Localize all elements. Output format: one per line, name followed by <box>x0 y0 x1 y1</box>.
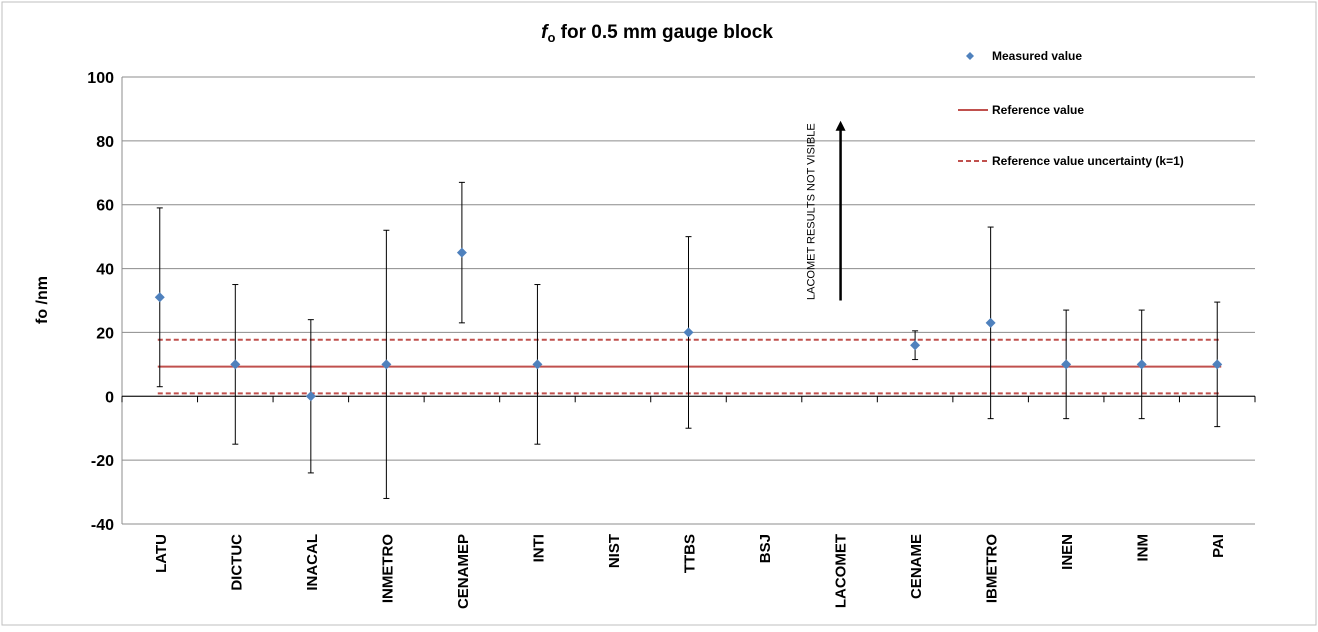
x-tick-label-latu: LATU <box>153 534 170 573</box>
x-tick-label-dictuc: DICTUC <box>228 534 245 591</box>
y-tick-label: 0 <box>105 389 114 406</box>
annotation-text: LACOMET RESULTS NOT VISIBLE <box>806 123 818 300</box>
legend-label-reference: Reference value <box>992 103 1084 117</box>
data-point-pai <box>1212 359 1223 370</box>
annotation: LACOMET RESULTS NOT VISIBLE <box>806 120 846 301</box>
y-tick-label: -20 <box>91 453 114 470</box>
x-tick-label-inmetro: INMETRO <box>379 534 396 603</box>
data-point-inen <box>1061 359 1072 370</box>
data-point-cenamep <box>456 247 467 258</box>
data-point-ttbs <box>683 327 694 338</box>
x-tick-label-inacal: INACAL <box>304 534 321 591</box>
legend: Measured value Reference value Reference… <box>958 49 1184 168</box>
y-tick-label: -40 <box>91 517 114 534</box>
x-tick-label-inti: INTI <box>530 534 547 562</box>
data-point-ibmetro <box>985 317 996 328</box>
data-point-inm <box>1136 359 1147 370</box>
data-points <box>154 247 1223 402</box>
y-tick-label: 40 <box>96 262 114 279</box>
y-tick-label: 60 <box>96 198 114 215</box>
x-tick-label-lacomet: LACOMET <box>833 534 850 608</box>
x-tick-labels: LATU DICTUC INACAL INMETRO CENAMEP INTI NIST TT… <box>153 534 1227 609</box>
y-tick-label: 100 <box>87 70 114 87</box>
legend-label-measured: Measured value <box>992 49 1082 63</box>
x-tick-label-cenamep: CENAMEP <box>455 534 472 609</box>
data-point-inti <box>532 359 543 370</box>
chart-title-rest: for 0.5 mm gauge block <box>555 22 773 43</box>
chart-title-italic: f <box>541 22 549 43</box>
data-point-inacal <box>305 391 316 402</box>
legend-marker-measured <box>966 52 974 60</box>
y-axis-label: fo /nm <box>34 276 51 324</box>
data-point-dictuc <box>230 359 241 370</box>
x-tick-label-nist: NIST <box>606 534 623 568</box>
x-tick-label-inen: INEN <box>1059 534 1076 570</box>
y-tick-labels: -40 -20 0 20 40 60 80 100 <box>87 70 114 534</box>
x-tick-label-cename: CENAME <box>908 534 925 599</box>
x-tick-label-ibmetro: IBMETRO <box>984 534 1001 603</box>
chart-title: fo for 0.5 mm gauge block <box>541 22 773 45</box>
x-tick-label-ttbs: TTBS <box>682 534 699 573</box>
chart-title-subscript: o <box>547 30 555 45</box>
y-tick-label: 20 <box>96 325 114 342</box>
x-tick-label-inm: INM <box>1135 534 1152 562</box>
annotation-arrow-head <box>835 120 846 131</box>
data-point-latu <box>154 292 165 303</box>
legend-label-uncertainty: Reference value uncertainty (k=1) <box>992 154 1184 168</box>
reference-lines <box>157 338 1222 395</box>
x-tick-label-bsj: BSJ <box>757 534 774 563</box>
data-point-cename <box>910 340 921 351</box>
y-tick-label: 80 <box>96 134 114 151</box>
data-point-inmetro <box>381 359 392 370</box>
x-tick-label-pai: PAI <box>1210 534 1227 558</box>
